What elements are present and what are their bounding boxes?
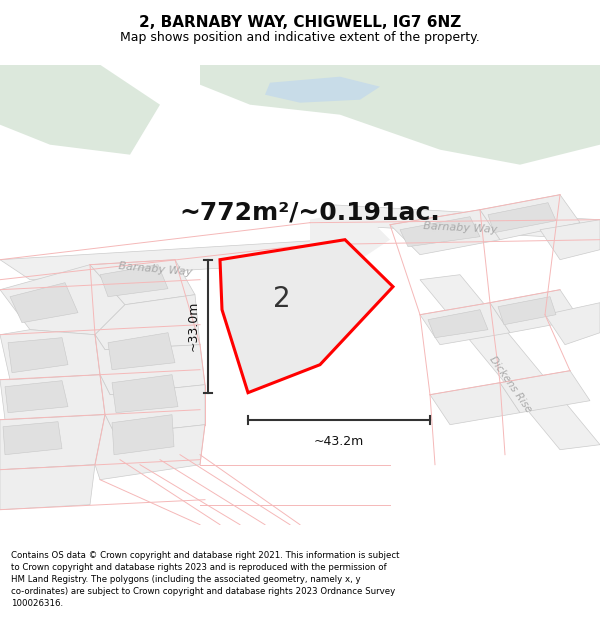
Polygon shape (10, 282, 78, 322)
Text: 100026316.: 100026316. (11, 599, 63, 608)
Polygon shape (0, 465, 95, 510)
Polygon shape (500, 371, 590, 413)
Text: Barnaby Way: Barnaby Way (118, 261, 193, 278)
Text: Map shows position and indicative extent of the property.: Map shows position and indicative extent… (120, 31, 480, 44)
Text: ~43.2m: ~43.2m (314, 435, 364, 448)
Polygon shape (108, 332, 175, 369)
Polygon shape (112, 415, 174, 455)
Polygon shape (90, 260, 195, 304)
Polygon shape (400, 217, 480, 247)
Polygon shape (310, 210, 390, 260)
Polygon shape (5, 381, 68, 412)
Polygon shape (0, 374, 105, 420)
Polygon shape (220, 239, 393, 392)
Polygon shape (100, 265, 168, 297)
Polygon shape (420, 302, 510, 345)
Polygon shape (540, 219, 600, 260)
Polygon shape (390, 210, 500, 255)
Polygon shape (428, 309, 488, 338)
Text: ~33.0m: ~33.0m (187, 301, 200, 351)
Polygon shape (430, 382, 520, 425)
Text: 2, BARNABY WAY, CHIGWELL, IG7 6NZ: 2, BARNABY WAY, CHIGWELL, IG7 6NZ (139, 15, 461, 30)
Polygon shape (480, 195, 580, 239)
Polygon shape (0, 239, 360, 280)
Text: Barnaby Way: Barnaby Way (423, 221, 497, 234)
Polygon shape (330, 205, 600, 239)
Polygon shape (200, 64, 600, 164)
Text: Contains OS data © Crown copyright and database right 2021. This information is : Contains OS data © Crown copyright and d… (11, 551, 400, 560)
Text: to Crown copyright and database rights 2023 and is reproduced with the permissio: to Crown copyright and database rights 2… (11, 563, 386, 572)
Polygon shape (265, 77, 380, 102)
Polygon shape (0, 64, 160, 154)
Polygon shape (95, 415, 205, 480)
Polygon shape (8, 338, 68, 372)
Polygon shape (112, 374, 178, 413)
Polygon shape (420, 275, 600, 450)
Polygon shape (100, 374, 205, 435)
Polygon shape (95, 335, 205, 395)
Polygon shape (490, 290, 580, 332)
Text: Dickens Rise: Dickens Rise (487, 355, 533, 414)
Text: co-ordinates) are subject to Crown copyright and database rights 2023 Ordnance S: co-ordinates) are subject to Crown copyr… (11, 587, 395, 596)
Polygon shape (0, 265, 125, 335)
Text: 2: 2 (272, 285, 290, 313)
Polygon shape (3, 422, 62, 455)
Polygon shape (545, 302, 600, 345)
Polygon shape (95, 294, 200, 350)
Polygon shape (498, 297, 556, 325)
Polygon shape (0, 330, 100, 379)
Text: HM Land Registry. The polygons (including the associated geometry, namely x, y: HM Land Registry. The polygons (includin… (11, 575, 361, 584)
Polygon shape (488, 202, 556, 232)
Text: ~772m²/~0.191ac.: ~772m²/~0.191ac. (179, 201, 440, 224)
Polygon shape (0, 415, 105, 470)
